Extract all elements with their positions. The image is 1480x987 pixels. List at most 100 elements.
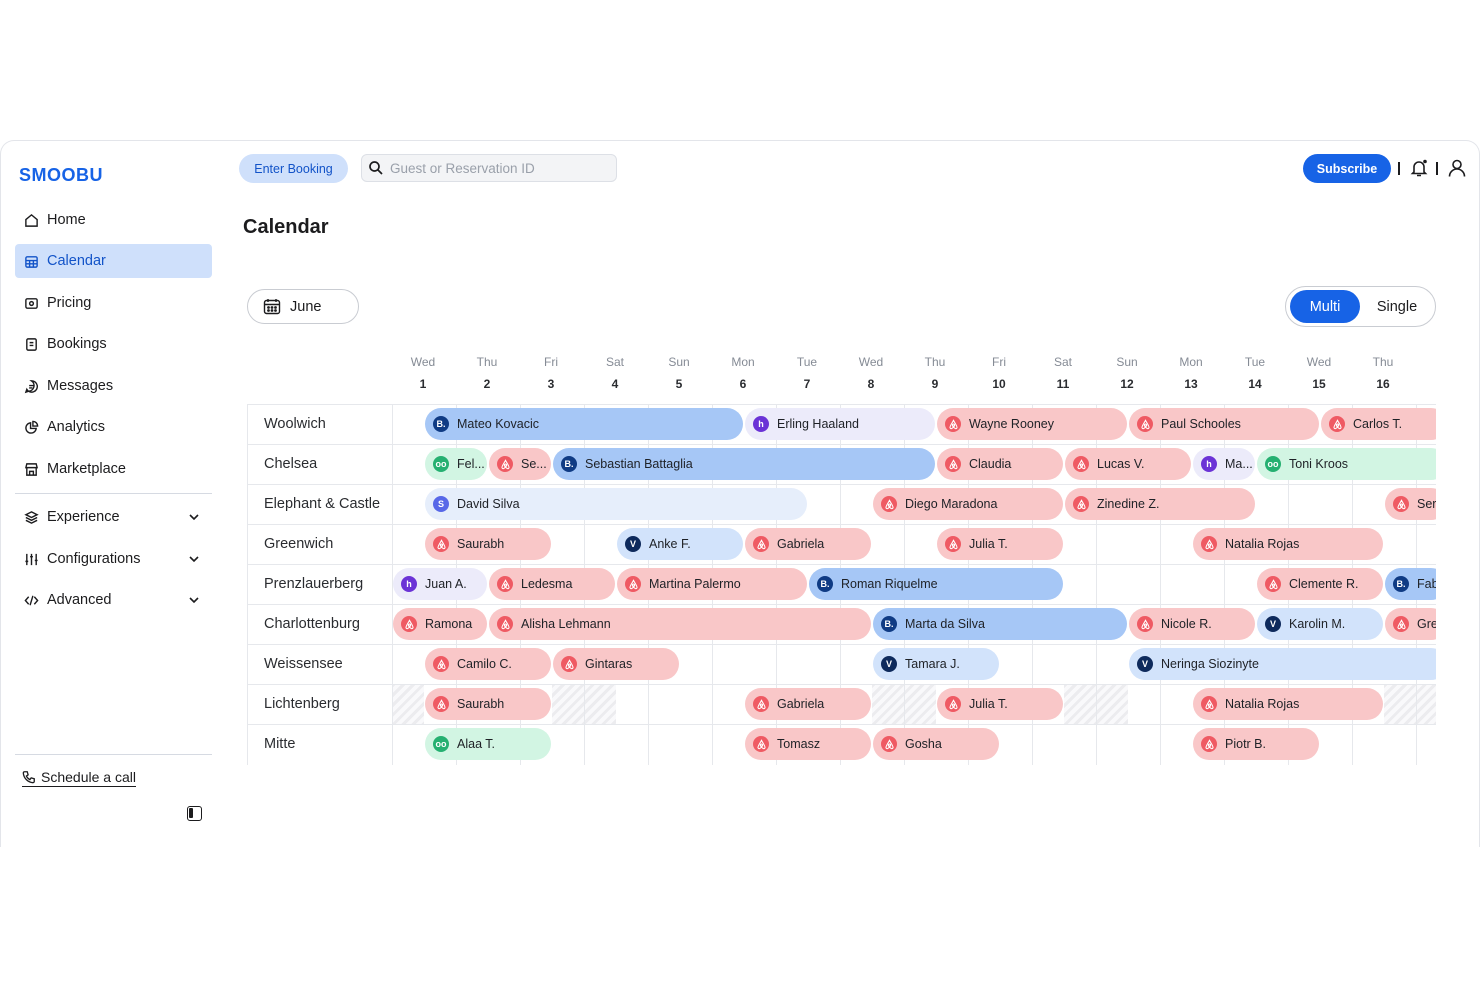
sidebar-item-experience[interactable]: Experience: [15, 500, 212, 534]
booking-bar[interactable]: Julia T.: [937, 688, 1063, 720]
booking-bar[interactable]: Nicole R.: [1129, 608, 1255, 640]
property-name[interactable]: Elephant & Castle: [264, 496, 381, 512]
property-name[interactable]: Mitte: [264, 736, 296, 752]
sidebar-item-advanced[interactable]: Advanced: [15, 583, 212, 617]
vrbo-icon: V: [625, 536, 641, 552]
guest-name: Gre: [1417, 617, 1436, 631]
sidebar-item-configurations[interactable]: Configurations: [15, 542, 212, 576]
property-name[interactable]: Lichtenberg: [264, 696, 340, 712]
booking-bar[interactable]: Saurabh: [425, 688, 551, 720]
booking-bar[interactable]: V Anke F.: [617, 528, 743, 560]
booking-bar[interactable]: Wayne Rooney: [937, 408, 1127, 440]
day-number: 4: [611, 377, 619, 391]
booking-bar[interactable]: V Karolin M.: [1257, 608, 1383, 640]
booking-bar[interactable]: V Neringa Siozinyte: [1129, 648, 1436, 680]
guest-name: Juan A.: [425, 577, 467, 591]
booking-bar[interactable]: Julia T.: [937, 528, 1063, 560]
booking-bar[interactable]: Diego Maradona: [873, 488, 1063, 520]
booking-bar[interactable]: h Ma...: [1193, 448, 1255, 480]
booking-bar[interactable]: B. Sebastian Battaglia: [553, 448, 935, 480]
booking-bar[interactable]: Se...: [489, 448, 551, 480]
property-name[interactable]: Charlottenburg: [264, 616, 360, 632]
property-name[interactable]: Woolwich: [264, 416, 326, 432]
booking-bar[interactable]: Paul Schooles: [1129, 408, 1319, 440]
day-header: Sat 11: [1031, 355, 1095, 391]
vrbo-icon: V: [881, 656, 897, 672]
booking-bar[interactable]: B. Mateo Kovacic: [425, 408, 743, 440]
day-number: 13: [1184, 377, 1198, 391]
guest-name: Gabriela: [777, 537, 825, 551]
booking-bar[interactable]: Camilo C.: [425, 648, 551, 680]
booking-bar[interactable]: Tomasz: [745, 728, 871, 760]
schedule-call-label: Schedule a call: [41, 769, 136, 785]
schedule-call-link[interactable]: Schedule a call: [22, 769, 136, 787]
booking-bar[interactable]: Gosha: [873, 728, 999, 760]
booking-bar[interactable]: Zinedine Z.: [1065, 488, 1255, 520]
property-name[interactable]: Prenzlauerberg: [264, 576, 364, 592]
booking-bar[interactable]: h Erling Haaland: [745, 408, 935, 440]
day-header: Tue 14: [1223, 355, 1287, 391]
booking-bar[interactable]: Natalia Rojas: [1193, 688, 1383, 720]
booking-bar[interactable]: Carlos T.: [1321, 408, 1436, 440]
user-icon[interactable]: [1447, 158, 1467, 178]
booking-bar[interactable]: Alisha Lehmann: [489, 608, 871, 640]
airbnb-icon: [753, 536, 769, 552]
booking-bar[interactable]: Martina Palermo: [617, 568, 807, 600]
sidebar-item-analytics[interactable]: Analytics: [15, 410, 212, 444]
booking-bar[interactable]: V Tamara J.: [873, 648, 999, 680]
booking-bar[interactable]: oo Fel...: [425, 448, 487, 480]
day-name: Tue: [796, 355, 818, 369]
booking-bar[interactable]: Saurabh: [425, 528, 551, 560]
day-number: 10: [992, 377, 1006, 391]
sidebar-item-marketplace[interactable]: Marketplace: [15, 452, 212, 486]
bell-icon[interactable]: [1409, 158, 1429, 178]
booking-bar[interactable]: oo Alaa T.: [425, 728, 551, 760]
day-name: Mon: [731, 355, 755, 369]
search-input[interactable]: [390, 160, 610, 176]
multi-view-button[interactable]: Multi: [1290, 290, 1360, 323]
sidebar-item-messages[interactable]: Messages: [15, 369, 212, 403]
booking-bar[interactable]: h Juan A.: [393, 568, 487, 600]
vrbo-icon: V: [1137, 656, 1153, 672]
property-name[interactable]: Weissensee: [264, 656, 343, 672]
booking-bar[interactable]: Piotr B.: [1193, 728, 1319, 760]
single-view-button[interactable]: Single: [1376, 298, 1418, 315]
booking-bar[interactable]: Gabriela: [745, 528, 871, 560]
property-name[interactable]: Greenwich: [264, 536, 334, 552]
guest-name: Julia T.: [969, 537, 1008, 551]
guest-name: Carlos T.: [1353, 417, 1403, 431]
day-header: Thu 16: [1351, 355, 1415, 391]
booking-bar[interactable]: Claudia: [937, 448, 1063, 480]
booking-bar[interactable]: Ser: [1385, 488, 1436, 520]
sidebar-item-bookings[interactable]: Bookings: [15, 327, 212, 361]
airbnb-icon: [433, 536, 449, 552]
booking-bar[interactable]: Lucas V.: [1065, 448, 1191, 480]
analytics-icon: [23, 419, 39, 435]
day-number: 1: [419, 377, 427, 391]
sidebar-item-calendar[interactable]: Calendar: [15, 244, 212, 278]
grid-line: [1096, 404, 1097, 765]
booking-bar[interactable]: B. Roman Riquelme: [809, 568, 1063, 600]
sidebar-item-home[interactable]: Home: [15, 203, 212, 237]
booking-bar[interactable]: Gre: [1385, 608, 1436, 640]
booking-bar[interactable]: Gintaras: [553, 648, 679, 680]
sidebar-item-pricing[interactable]: Pricing: [15, 286, 212, 320]
booking-bar[interactable]: S David Silva: [425, 488, 807, 520]
enter-booking-button[interactable]: Enter Booking: [239, 154, 348, 183]
booking-bar[interactable]: oo Toni Kroos: [1257, 448, 1436, 480]
booking-bar[interactable]: Ramona: [393, 608, 487, 640]
airbnb-icon: [497, 456, 513, 472]
booking-bar[interactable]: B. Marta da Silva: [873, 608, 1127, 640]
booking-bar[interactable]: Clemente R.: [1257, 568, 1383, 600]
subscribe-button[interactable]: Subscribe: [1303, 154, 1391, 183]
guest-name: Fel...: [457, 457, 485, 471]
booking-bar[interactable]: B. Fab: [1385, 568, 1436, 600]
booking-bar[interactable]: Gabriela: [745, 688, 871, 720]
day-name: Sun: [1116, 355, 1138, 369]
booking-bar[interactable]: Natalia Rojas: [1193, 528, 1383, 560]
booking-bar[interactable]: Ledesma: [489, 568, 615, 600]
property-name[interactable]: Chelsea: [264, 456, 318, 472]
month-picker[interactable]: June: [247, 289, 359, 324]
sidebar-collapse-icon[interactable]: [187, 806, 202, 821]
guest-name: Ma...: [1225, 457, 1253, 471]
